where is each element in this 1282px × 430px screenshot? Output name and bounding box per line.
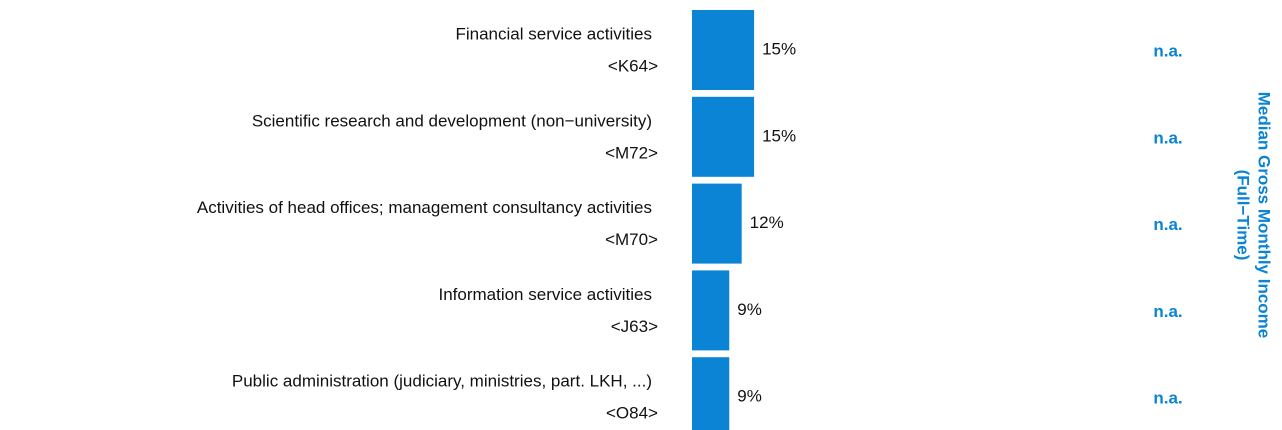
value-label: 12% (750, 213, 784, 232)
value-label: 9% (737, 300, 762, 319)
bar (692, 270, 730, 351)
value-label: 15% (762, 39, 796, 58)
category-code: <J63> (611, 317, 658, 336)
income-label: n.a. (1153, 215, 1182, 234)
income-label: n.a. (1153, 41, 1182, 60)
value-label: 15% (762, 126, 796, 145)
category-label: Public administration (judiciary, minist… (232, 372, 652, 391)
value-label: 9% (737, 387, 762, 406)
income-label: n.a. (1153, 389, 1182, 408)
category-label: Information service activities (438, 285, 652, 304)
income-title: Median Gross Monthly Income (1255, 92, 1274, 339)
income-title: (Full−Time) (1234, 170, 1253, 261)
income-label: n.a. (1153, 302, 1182, 321)
bar (692, 183, 742, 264)
category-code: <K64> (608, 56, 658, 75)
category-label: Activities of head offices; management c… (197, 198, 652, 217)
category-code: <O84> (606, 404, 658, 423)
category-code: <M72> (605, 143, 658, 162)
bar (692, 10, 755, 90)
income-label: n.a. (1153, 128, 1182, 147)
bar (692, 96, 755, 177)
category-label: Financial service activities (455, 24, 652, 43)
category-label: Scientific research and development (non… (252, 111, 652, 130)
bar (692, 357, 730, 430)
category-code: <M70> (605, 230, 658, 249)
